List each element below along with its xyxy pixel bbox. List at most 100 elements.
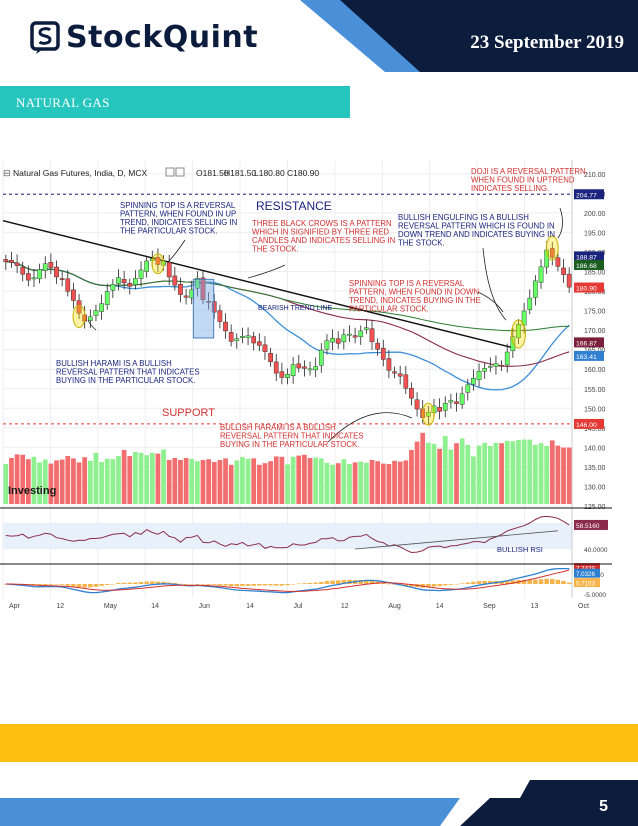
candle — [561, 267, 566, 275]
y-tick-label: 195.00 — [584, 230, 606, 237]
rsi-trend-line — [355, 530, 558, 550]
annotation-bullish-harami-1: BULLISH HARAMI IS A BULLISH REVERSAL PATT… — [56, 359, 200, 385]
volume-bar — [425, 442, 431, 504]
candle — [262, 344, 268, 352]
section-title-bar: NATURAL GAS — [0, 86, 350, 118]
x-tick-label: 12 — [56, 603, 64, 610]
candle — [54, 266, 59, 278]
price-value-label: 163.41 — [576, 354, 597, 361]
candle — [48, 262, 54, 268]
candle — [87, 316, 93, 321]
macd-histogram-bar — [510, 580, 516, 584]
macd-histogram-bar — [110, 584, 116, 585]
candle — [499, 365, 504, 367]
candle — [14, 262, 20, 266]
candle — [313, 366, 319, 371]
y-tick-label: 200.00 — [584, 211, 606, 218]
volume-bar — [352, 462, 358, 504]
macd-histogram-bar — [313, 582, 318, 584]
ohlc-h: H181.50 — [224, 168, 256, 178]
candle — [183, 295, 189, 298]
macd-histogram-bar — [369, 580, 375, 584]
candle — [516, 324, 521, 339]
volume-bar — [375, 461, 381, 504]
page-number: 5 — [599, 798, 608, 815]
candle — [380, 347, 386, 360]
price-value-label: 188.87 — [576, 254, 597, 261]
volume-bar — [527, 439, 533, 504]
volume-bar — [403, 460, 409, 504]
volume-bar — [566, 447, 572, 504]
candle — [211, 301, 217, 313]
chart-title: Natural Gas Futures, India, D, MCX — [13, 168, 147, 178]
macd-histogram-bar — [240, 584, 245, 586]
macd-histogram-bar — [104, 584, 110, 585]
macd-histogram-bar — [499, 581, 504, 584]
macd-histogram-bar — [459, 583, 465, 584]
candle — [504, 351, 510, 366]
rsi-value-label: 58.5160 — [576, 523, 600, 530]
volume-bar — [414, 441, 420, 504]
macd-histogram-bar — [166, 582, 172, 584]
volume-bar — [110, 459, 116, 504]
candle — [566, 273, 572, 288]
macd-histogram-bar — [527, 579, 533, 584]
volume-bar — [358, 461, 364, 504]
macd-histogram-bar — [437, 584, 442, 587]
volume-bar — [482, 442, 488, 504]
candle — [482, 368, 488, 372]
volume-bar — [121, 450, 127, 504]
volume-bar — [245, 458, 251, 504]
macd-histogram-bar — [150, 581, 155, 584]
macd-histogram-bar — [178, 583, 183, 585]
macd-histogram-bar — [76, 584, 82, 587]
volume-bar — [476, 445, 482, 504]
candle — [347, 333, 352, 336]
support-value-label: 146.00 — [576, 422, 597, 429]
macd-tick-label: -5.0000 — [584, 592, 606, 599]
macd-histogram-bar — [183, 584, 189, 585]
annotation-bullish-harami-2: BULLISH HARAMI IS A BULLISH REVERSAL PATT… — [220, 423, 364, 449]
macd-histogram-bar — [121, 582, 127, 584]
candle — [104, 291, 110, 305]
candle — [99, 303, 104, 312]
support-label: SUPPORT — [162, 407, 215, 419]
volume-bar — [493, 442, 499, 504]
candle — [76, 300, 82, 314]
macd-histogram-bar — [138, 582, 144, 584]
settings-box-icon — [165, 167, 175, 177]
resistance-label: RESISTANCE — [256, 199, 332, 213]
y-tick-label: 140.00 — [584, 445, 606, 452]
candle — [465, 384, 471, 393]
x-tick-label: 14 — [246, 603, 254, 610]
volume-bar — [144, 455, 150, 504]
volume-bar — [538, 443, 544, 504]
candle — [375, 342, 380, 350]
macd-histogram-bar — [358, 580, 363, 584]
bearish-trend-line — [2, 220, 514, 349]
macd-histogram-bar — [155, 581, 161, 584]
footer-band-blue — [0, 798, 460, 826]
volume-bar — [335, 463, 341, 504]
macd-histogram-bar — [42, 584, 48, 585]
candle — [307, 368, 313, 371]
macd-histogram-bar — [330, 580, 335, 584]
candle — [358, 330, 364, 337]
candle — [223, 321, 228, 332]
candle — [369, 328, 375, 343]
ohlc-l: L180.80 — [254, 168, 285, 178]
y-tick-label: 170.00 — [584, 328, 606, 335]
candle — [71, 289, 76, 301]
volume-bar — [104, 458, 110, 504]
x-tick-label: Jul — [294, 603, 303, 610]
macd-histogram-bar — [381, 582, 386, 584]
macd-histogram-bar — [454, 584, 459, 585]
macd-histogram-bar — [279, 584, 285, 586]
volume-bar — [465, 444, 471, 504]
candle — [510, 336, 516, 351]
macd-histogram-bar — [93, 584, 99, 587]
volume-bar — [521, 439, 527, 504]
macd-histogram-bar — [544, 578, 549, 584]
section-title: NATURAL GAS — [16, 95, 110, 110]
volume-bar — [149, 452, 155, 504]
